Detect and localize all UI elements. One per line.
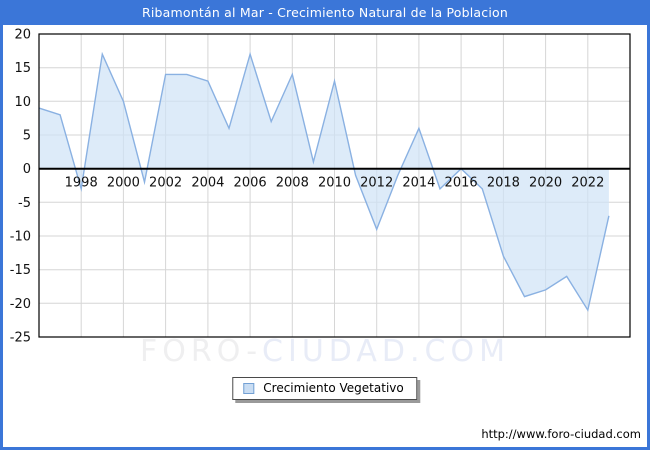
svg-text:2002: 2002 [149, 176, 182, 191]
svg-text:-25: -25 [10, 331, 31, 346]
svg-text:10: 10 [14, 95, 31, 110]
legend-series-label: Crecimiento Vegetativo [263, 381, 404, 395]
svg-text:20: 20 [14, 28, 31, 43]
svg-text:15: 15 [14, 61, 31, 76]
source-url-link[interactable]: http://www.foro-ciudad.com [481, 427, 641, 441]
legend-color-swatch-icon [243, 382, 255, 394]
svg-text:2000: 2000 [107, 176, 140, 191]
svg-text:2010: 2010 [318, 176, 351, 191]
svg-text:2016: 2016 [445, 176, 478, 191]
svg-text:0: 0 [23, 162, 31, 177]
svg-text:2004: 2004 [191, 176, 224, 191]
svg-text:2012: 2012 [360, 176, 393, 191]
chart-title: Ribamontán al Mar - Crecimiento Natural … [141, 5, 509, 20]
svg-text:2018: 2018 [487, 176, 520, 191]
watermark: FORO-CIUDAD.COM [0, 334, 650, 369]
svg-text:2006: 2006 [234, 176, 267, 191]
svg-text:2014: 2014 [402, 176, 435, 191]
svg-text:1998: 1998 [65, 176, 98, 191]
svg-text:-20: -20 [10, 297, 31, 312]
svg-text:2008: 2008 [276, 176, 309, 191]
svg-text:5: 5 [23, 129, 31, 144]
watermark-text-left: FORO- [140, 334, 263, 369]
svg-text:2020: 2020 [529, 176, 562, 191]
watermark-text-right: CIUDAD.COM [262, 334, 510, 369]
legend: Crecimiento Vegetativo [232, 377, 418, 400]
svg-text:-10: -10 [10, 230, 31, 245]
svg-text:-5: -5 [18, 196, 31, 211]
title-bar: Ribamontán al Mar - Crecimiento Natural … [0, 0, 650, 25]
svg-text:-15: -15 [10, 263, 31, 278]
svg-text:2022: 2022 [571, 176, 604, 191]
